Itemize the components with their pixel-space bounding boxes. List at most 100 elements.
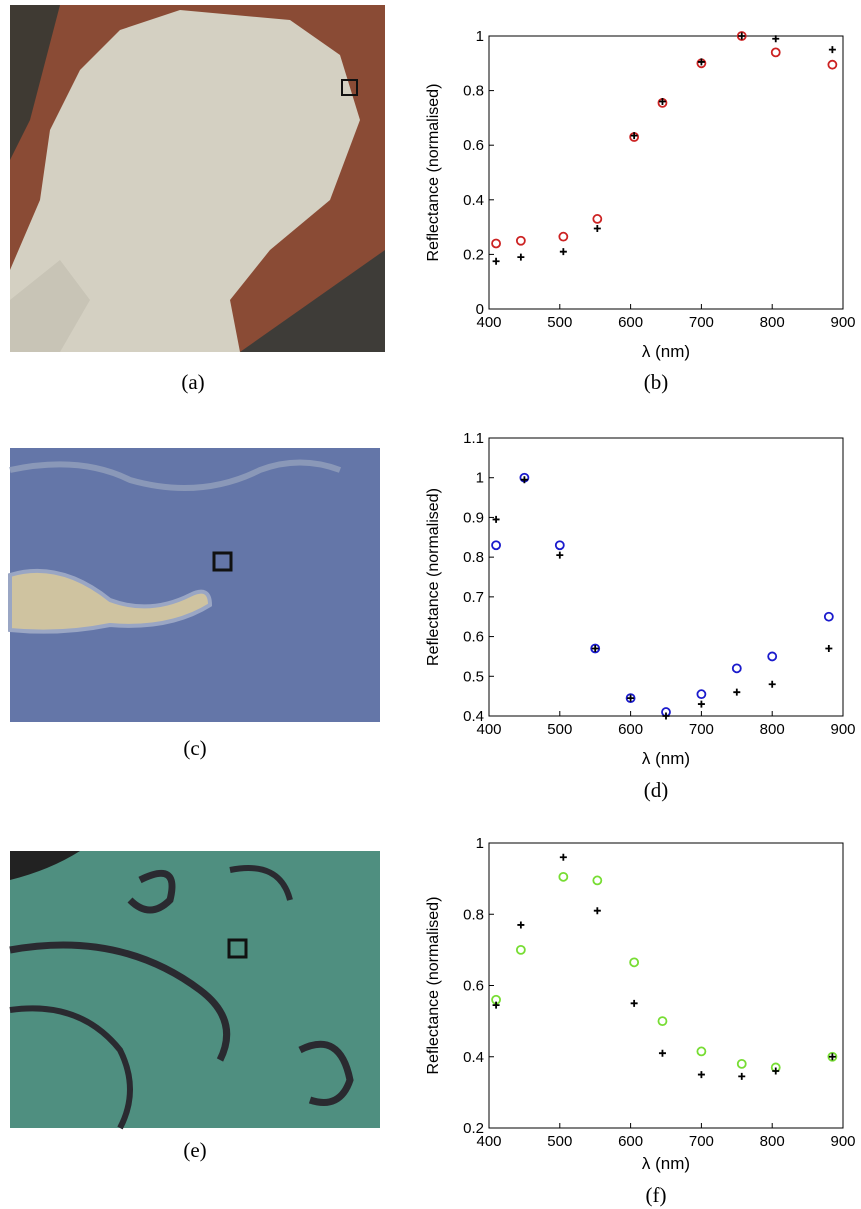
y-tick-label: 0.4: [463, 192, 484, 209]
data-point: [662, 712, 670, 720]
data-point: [736, 31, 747, 41]
data-point: [738, 1072, 746, 1080]
charts: 400 500 600 700 800 900 0 0.2 0.4 0.6 0.8 1 λ (nm) Re…: [425, 28, 856, 1207]
data-point: [658, 1049, 666, 1057]
data-point: [593, 907, 601, 915]
data-point: [554, 540, 565, 551]
data-point: [772, 35, 780, 43]
data-point: [731, 663, 742, 674]
data-point: [627, 694, 635, 702]
data-point: [767, 651, 778, 662]
x-tick-label: 700: [689, 1133, 714, 1150]
data-point: [591, 644, 599, 652]
y-tick-label: 0.5: [463, 668, 484, 685]
panel-label: (c): [183, 736, 206, 760]
y-tick-label: 0.9: [463, 509, 484, 526]
plot-frame: [488, 35, 844, 310]
data-point: [828, 46, 836, 54]
panel-label: (e): [183, 1138, 206, 1162]
x-axis-label: λ (nm): [642, 1154, 690, 1173]
y-axis-label: Reflectance (normalised): [425, 84, 442, 262]
panel-label: (a): [181, 370, 204, 394]
data-point: [492, 515, 500, 523]
x-tick-label: 500: [547, 314, 572, 331]
x-tick-label: 800: [760, 1133, 785, 1150]
data-point: [828, 1053, 836, 1061]
y-tick-label: 1: [476, 470, 484, 487]
x-tick-label: 800: [760, 721, 785, 738]
data-point: [696, 689, 707, 700]
y-tick-label: 0.2: [463, 246, 484, 263]
y-axis-label: Reflectance (normalised): [425, 488, 442, 666]
data-point: [696, 1046, 707, 1057]
data-point: [625, 693, 636, 704]
x-tick-label: 600: [618, 721, 643, 738]
y-tick-label: 0.8: [463, 549, 484, 566]
data-point: [559, 853, 567, 861]
data-point: [772, 1067, 780, 1075]
y-tick-label: 0.8: [463, 83, 484, 100]
data-point: [520, 476, 528, 484]
data-point: [630, 999, 638, 1007]
photo-c: [8, 448, 380, 722]
data-point: [738, 32, 746, 40]
x-tick-label: 900: [830, 314, 855, 331]
x-tick-label: 800: [760, 314, 785, 331]
y-tick-label: 1: [476, 28, 484, 45]
x-tick-label: 400: [476, 314, 501, 331]
y-axis-label: Reflectance (normalised): [425, 897, 442, 1075]
data-point: [517, 253, 525, 261]
x-tick-label: 500: [547, 1133, 572, 1150]
data-point: [736, 1058, 747, 1069]
x-tick-label: 500: [547, 721, 572, 738]
data-point: [492, 257, 500, 265]
data-point: [658, 98, 666, 106]
data-point: [697, 700, 705, 708]
data-point: [768, 680, 776, 688]
data-point: [517, 921, 525, 929]
data-point: [592, 875, 603, 886]
data-point: [558, 871, 569, 882]
data-point: [827, 59, 838, 70]
x-tick-label: 900: [830, 721, 855, 738]
data-point: [593, 224, 601, 232]
plot-frame: [488, 842, 844, 1129]
y-tick-label: 1: [476, 835, 484, 852]
data-point: [827, 1051, 838, 1062]
data-point: [491, 238, 501, 249]
panel-label: (f): [646, 1183, 667, 1207]
y-tick-label: 0.6: [463, 629, 484, 646]
data-point: [825, 644, 833, 652]
data-point: [590, 643, 601, 654]
data-point: [697, 1071, 705, 1079]
data-point: [559, 248, 567, 256]
plot-frame: [488, 437, 844, 717]
y-tick-label: 0: [476, 301, 484, 318]
data-point: [515, 235, 526, 246]
data-point: [556, 551, 564, 559]
panel-label: (d): [644, 778, 669, 802]
x-axis-label: λ (nm): [642, 749, 690, 768]
x-tick-label: 700: [689, 721, 714, 738]
x-tick-label: 900: [830, 1133, 855, 1150]
x-tick-label: 700: [689, 314, 714, 331]
data-point: [823, 611, 834, 622]
y-tick-label: 0.7: [463, 589, 484, 606]
data-point: [515, 944, 526, 955]
y-tick-label: 0.4: [463, 708, 484, 725]
data-point: [630, 132, 638, 140]
x-tick-label: 400: [476, 1133, 501, 1150]
x-tick-label: 400: [476, 721, 501, 738]
x-tick-label: 600: [618, 314, 643, 331]
y-tick-label: 1.1: [463, 430, 484, 447]
photo-e: [9, 851, 380, 1130]
y-tick-label: 0.6: [463, 978, 484, 995]
data-point: [770, 47, 781, 58]
x-tick-label: 600: [618, 1133, 643, 1150]
panel-label: (b): [644, 370, 669, 394]
data-point: [558, 231, 569, 242]
data-point: [491, 540, 501, 551]
y-tick-label: 0.8: [463, 906, 484, 923]
data-point: [733, 688, 741, 696]
